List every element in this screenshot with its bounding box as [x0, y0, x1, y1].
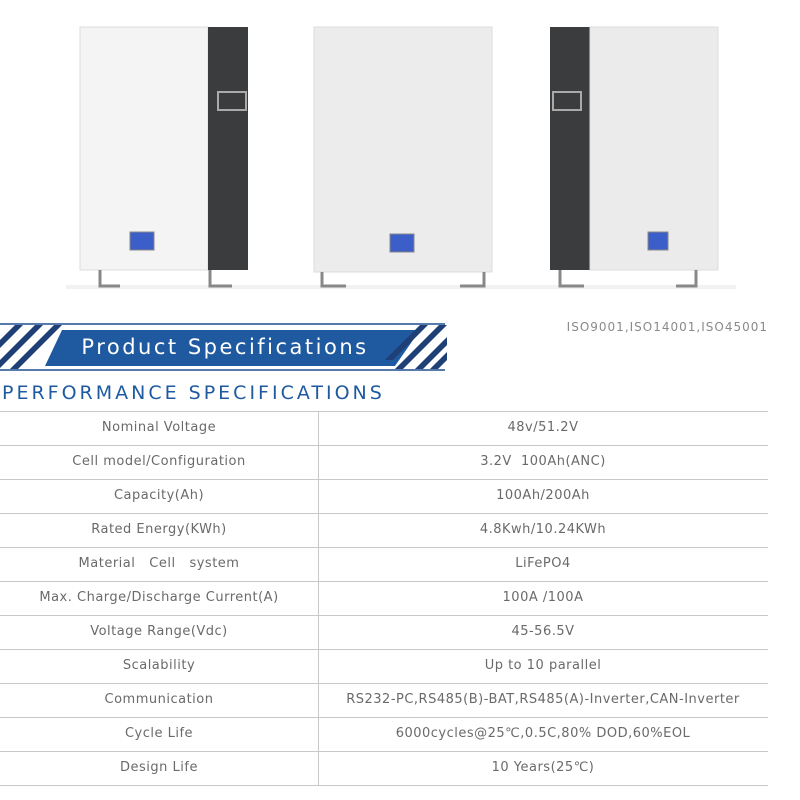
row-border: [0, 785, 768, 786]
floor: [66, 285, 736, 289]
row-border: [0, 751, 768, 752]
spec-label: Cycle Life: [124, 726, 194, 741]
spec-value: 100Ah/200Ah: [496, 488, 590, 503]
spec-label: Nominal Voltage: [101, 420, 217, 435]
row-border: [0, 683, 768, 684]
spec-value: Up to 10 parallel: [484, 658, 602, 673]
spec-value: LiFePO4: [515, 556, 571, 571]
column-divider: [318, 411, 319, 785]
spec-label: Capacity(Ah): [113, 488, 205, 503]
spec-label: Design Life: [120, 760, 198, 775]
row-border: [0, 547, 768, 548]
spec-value: RS232-PC,RS485(B)-BAT,RS485(A)-Inverter,…: [346, 692, 740, 707]
banner-title: Product Specifications: [81, 335, 368, 359]
spec-label: Voltage Range(Vdc): [90, 624, 228, 639]
spec-value: 45-56.5V: [511, 624, 575, 639]
row-border: [0, 445, 768, 446]
spec-label: Scalability: [122, 658, 196, 673]
row-border: [0, 479, 768, 480]
row-border: [0, 581, 768, 582]
spec-value: 48v/51.2V: [507, 420, 579, 435]
battery-unit: [313, 26, 493, 288]
spec-value: 3.2V 100Ah(ANC): [480, 454, 606, 469]
spec-label: Rated Energy(KWh): [91, 522, 227, 537]
spec-value: 10 Years(25℃): [491, 760, 595, 775]
section-title: PERFORMANCE SPECIFICATIONS: [2, 382, 385, 404]
spec-label: Communication: [104, 692, 214, 707]
row-border: [0, 615, 768, 616]
spec-label: Max. Charge/Discharge Current(A): [39, 590, 279, 605]
spec-value: 6000cycles@25℃,0.5C,80% DOD,60%EOL: [395, 726, 691, 741]
row-border: [0, 649, 768, 650]
spec-value: 100A /100A: [502, 590, 584, 605]
spec-value: 4.8Kwh/10.24KWh: [479, 522, 607, 537]
spec-label: Cell model/Configuration: [72, 454, 246, 469]
spec-label: Material Cell system: [78, 556, 240, 571]
battery-unit: [79, 26, 248, 288]
row-border: [0, 717, 768, 718]
row-border: [0, 411, 768, 412]
row-border: [0, 513, 768, 514]
battery-unit: [550, 26, 719, 288]
certifications: ISO9001,ISO14001,ISO45001: [567, 320, 768, 334]
banner: [0, 323, 447, 371]
